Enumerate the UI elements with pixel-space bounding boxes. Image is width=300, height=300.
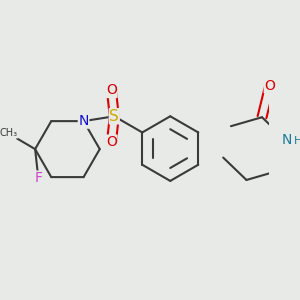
Text: S: S bbox=[110, 109, 119, 124]
Text: N: N bbox=[78, 114, 89, 128]
Text: F: F bbox=[34, 171, 42, 185]
Text: CH₃: CH₃ bbox=[0, 128, 17, 138]
Text: N: N bbox=[281, 133, 292, 147]
Text: O: O bbox=[106, 83, 117, 98]
Text: O: O bbox=[106, 135, 117, 149]
Text: O: O bbox=[264, 79, 275, 93]
Text: H: H bbox=[294, 136, 300, 146]
